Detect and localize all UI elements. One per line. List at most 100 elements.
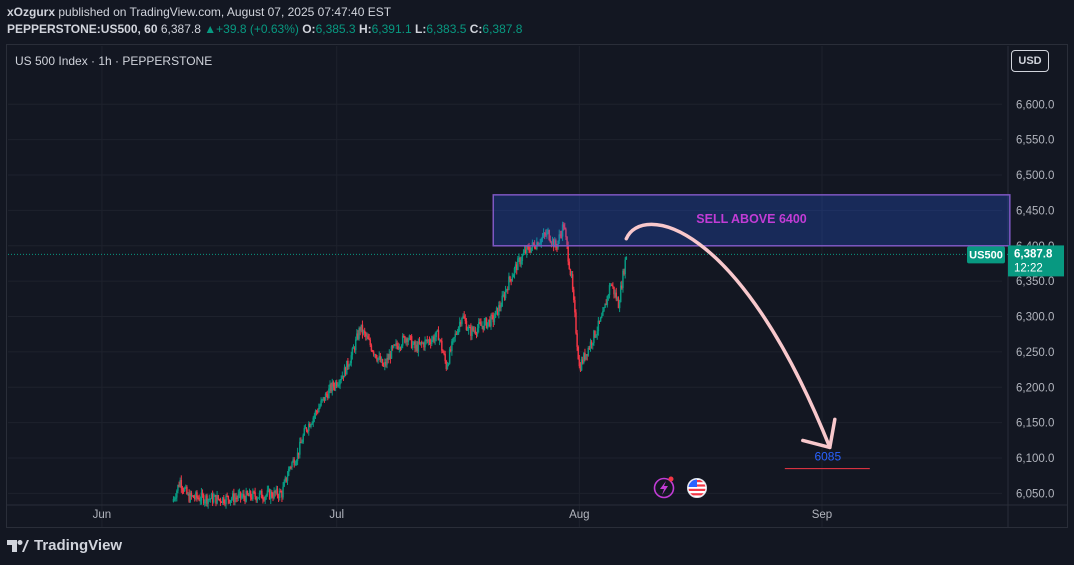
candle-body xyxy=(398,347,401,350)
candle-body xyxy=(362,330,365,334)
candle-body xyxy=(570,274,573,276)
candle-body xyxy=(427,339,430,342)
lightning-icon[interactable] xyxy=(653,476,675,499)
candle-body xyxy=(422,343,424,345)
candle-body xyxy=(443,352,445,355)
candle-body xyxy=(557,240,559,248)
candle-body xyxy=(435,331,437,338)
candle-body xyxy=(266,490,269,495)
candles xyxy=(172,221,628,509)
candle-body xyxy=(460,321,462,325)
candle-body xyxy=(441,340,443,351)
currency-button[interactable]: USD xyxy=(1011,50,1049,72)
candle-body xyxy=(561,224,564,237)
candle-body xyxy=(414,341,416,349)
candle-body xyxy=(178,484,180,487)
candle-body xyxy=(546,231,548,236)
close-label: C: xyxy=(469,22,483,36)
candle-body xyxy=(359,328,361,331)
candle-body xyxy=(474,330,477,334)
candle-body xyxy=(469,326,471,328)
candle-body xyxy=(573,289,575,300)
candle-body xyxy=(580,359,583,371)
candle-body xyxy=(211,494,214,503)
candle-body xyxy=(265,494,268,497)
candle-body xyxy=(370,345,373,351)
candle-body xyxy=(439,339,442,341)
candle-body xyxy=(486,322,489,328)
candle-body xyxy=(588,347,591,349)
candle-body xyxy=(500,306,502,308)
time-tick-label: Jun xyxy=(93,509,112,521)
candle-body xyxy=(356,333,358,340)
candle-body xyxy=(312,417,314,423)
candle-body xyxy=(191,495,194,497)
candle-body xyxy=(583,353,585,363)
candle-body xyxy=(329,384,331,389)
candle-body xyxy=(548,230,550,240)
candle-body xyxy=(299,441,301,455)
candle-body xyxy=(479,322,481,324)
candle-body xyxy=(585,354,587,360)
candle-body xyxy=(624,259,626,275)
candle-body xyxy=(343,367,346,378)
us-flag-icon[interactable] xyxy=(687,478,707,498)
candle-body xyxy=(289,466,291,470)
price-scale-tag-value: 6,387.8 xyxy=(1014,248,1053,260)
candle-body xyxy=(444,354,446,362)
candle-body xyxy=(590,341,593,346)
candle-body xyxy=(403,335,405,337)
sell-zone-label[interactable]: SELL ABOVE 6400 xyxy=(696,212,807,226)
price-axis[interactable]: 6,600.06,550.06,500.06,450.06,400.06,350… xyxy=(1016,99,1054,500)
candle-body xyxy=(244,497,246,502)
chart-title[interactable]: US 500 Index · 1h · PEPPERSTONE xyxy=(15,54,213,68)
candle-body xyxy=(575,312,577,334)
published-text: published on TradingView.com, August 07,… xyxy=(58,5,392,19)
high-value: 6,391.1 xyxy=(371,22,412,36)
candle-body xyxy=(240,496,243,498)
candle-body xyxy=(212,496,215,503)
candle-body xyxy=(177,484,179,491)
candle-body xyxy=(182,489,185,492)
last-price-tag[interactable]: US500 6,387.8 12:22 xyxy=(967,245,1064,277)
candle-body xyxy=(513,268,516,275)
candle-body xyxy=(185,486,187,489)
candle-body xyxy=(227,495,230,500)
candle-body xyxy=(514,264,517,269)
candle-body xyxy=(380,359,383,362)
candle-body xyxy=(384,361,386,366)
candle-body xyxy=(504,290,507,299)
publisher-name[interactable]: xOzgurx xyxy=(7,5,56,19)
candle-body xyxy=(281,492,283,498)
candle-body xyxy=(174,497,177,499)
candle-body xyxy=(381,359,384,366)
candle-body xyxy=(293,459,295,466)
candle-body xyxy=(622,270,624,289)
candle-body xyxy=(418,341,421,344)
candle-body xyxy=(210,494,213,499)
candle-body xyxy=(395,343,397,345)
candle-body xyxy=(308,423,310,432)
candle-body xyxy=(519,257,521,265)
candle-body xyxy=(429,342,432,344)
projection-arrow[interactable] xyxy=(624,222,832,450)
candle-body xyxy=(311,422,313,425)
candle-body xyxy=(353,347,356,351)
sell-zone-rectangle[interactable] xyxy=(492,194,1011,247)
candle-body xyxy=(447,363,450,365)
candle-body xyxy=(595,335,597,338)
target-label[interactable]: 6085 xyxy=(814,450,841,464)
tradingview-logo[interactable]: TradingView xyxy=(7,537,122,554)
tradingview-logo-icon xyxy=(7,539,29,552)
candle-body xyxy=(401,335,404,346)
candle-body xyxy=(457,327,460,334)
chart-frame[interactable] xyxy=(6,44,1068,528)
candle-body xyxy=(239,491,242,498)
time-axis[interactable]: Jun Jul Aug Sep xyxy=(93,509,833,521)
candle-body xyxy=(390,346,393,359)
candle-body xyxy=(199,500,202,502)
candle-body xyxy=(521,255,524,262)
candle-body xyxy=(541,236,544,239)
candle-body xyxy=(226,495,228,497)
